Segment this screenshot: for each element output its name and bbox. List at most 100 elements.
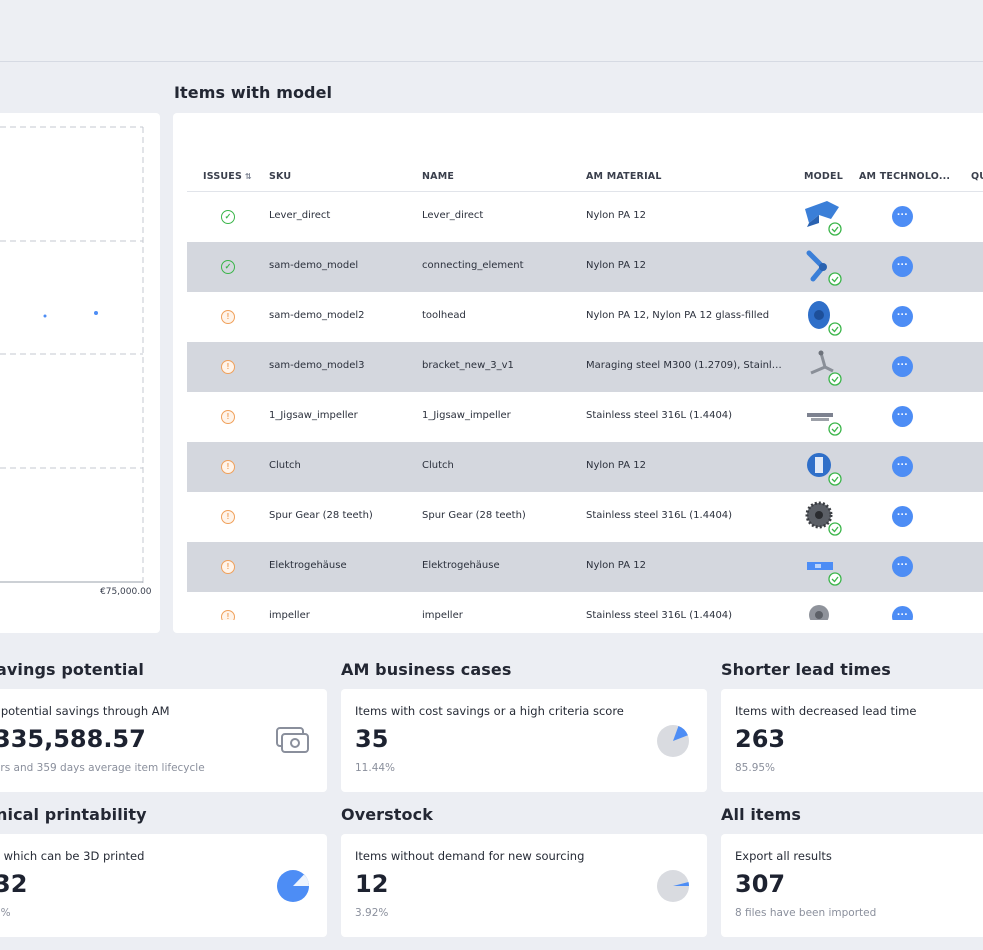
technology-more-button[interactable]: ···: [892, 606, 913, 620]
table-row[interactable]: ! sam-demo_model3 bracket_new_3_v1 Marag…: [187, 342, 983, 392]
model-thumbnail[interactable]: [801, 597, 843, 620]
printability-sub: 6%: [0, 907, 11, 919]
warning-status-icon: !: [221, 310, 235, 324]
model-thumbnail[interactable]: [801, 197, 843, 237]
table-row[interactable]: ! 1_Jigsaw_impeller 1_Jigsaw_impeller St…: [187, 392, 983, 442]
overstock-value: 12: [355, 870, 389, 898]
technology-more-button[interactable]: ···: [892, 506, 913, 527]
sort-icon[interactable]: ⇅: [245, 172, 252, 181]
lead-times-card[interactable]: Items with decreased lead time 263 85.95…: [721, 689, 983, 792]
all-items-card[interactable]: Export all results 307 8 files have been…: [721, 834, 983, 937]
material-cell: Nylon PA 12: [586, 460, 646, 471]
lead-times-sub: 85.95%: [735, 762, 776, 774]
all-items-sub: 8 files have been imported: [735, 907, 877, 919]
name-cell: toolhead: [422, 310, 466, 321]
sku-cell: impeller: [269, 610, 310, 620]
business-cases-value: 35: [355, 725, 389, 753]
technology-more-button[interactable]: ···: [892, 256, 913, 277]
sku-cell: sam-demo_model: [269, 260, 359, 271]
warning-status-icon: !: [221, 610, 235, 620]
ok-status-icon: ✓: [221, 210, 235, 224]
sku-cell: 1_Jigsaw_impeller: [269, 410, 358, 421]
pie-chart-icon: [657, 870, 689, 902]
business-cases-card[interactable]: Items with cost savings or a high criter…: [341, 689, 707, 792]
savings-sub: ars and 359 days average item lifecycle: [0, 762, 205, 774]
material-cell: Nylon PA 12: [586, 210, 646, 221]
name-cell: bracket_new_3_v1: [422, 360, 514, 371]
warning-status-icon: !: [221, 560, 235, 574]
data-point: [43, 314, 47, 318]
overstock-card[interactable]: Items without demand for new sourcing 12…: [341, 834, 707, 937]
all-items-value: 307: [735, 870, 786, 898]
sku-cell: Clutch: [269, 460, 301, 471]
material-cell: Nylon PA 12, Nylon PA 12 glass-filled: [586, 310, 770, 321]
table-row[interactable]: ! Elektrogehäuse Elektrogehäuse Nylon PA…: [187, 542, 983, 592]
model-thumbnail[interactable]: [801, 247, 843, 287]
table-header: ISSUES ⇅ SKU NAME AM MATERIAL MODEL AM TE…: [187, 165, 983, 192]
name-cell: Elektrogehäuse: [422, 560, 500, 571]
column-header-sku[interactable]: SKU: [269, 171, 292, 182]
model-thumbnail[interactable]: [801, 397, 843, 437]
name-cell: Clutch: [422, 460, 454, 471]
all-items-label: Export all results: [735, 849, 832, 863]
overstock-title: Overstock: [341, 805, 433, 824]
x-tick-label: €75,000.00: [100, 587, 152, 597]
shorter-lead-times-title: Shorter lead times: [721, 660, 891, 679]
material-cell: Maraging steel M300 (1.2709), Stainless.…: [586, 360, 786, 371]
printability-value: 32: [0, 870, 28, 898]
warning-status-icon: !: [221, 460, 235, 474]
column-header-name[interactable]: NAME: [422, 171, 455, 182]
model-thumbnail[interactable]: [801, 347, 843, 387]
table-body: ✓ Lever_direct Lever_direct Nylon PA 12 …: [187, 192, 983, 620]
name-cell: Lever_direct: [422, 210, 484, 221]
table-row[interactable]: ! Spur Gear (28 teeth) Spur Gear (28 tee…: [187, 492, 983, 542]
technology-more-button[interactable]: ···: [892, 406, 913, 427]
name-cell: 1_Jigsaw_impeller: [422, 410, 511, 421]
material-cell: Nylon PA 12: [586, 260, 646, 271]
technology-more-button[interactable]: ···: [892, 356, 913, 377]
printability-label: s which can be 3D printed: [0, 849, 145, 863]
pie-chart-icon: [657, 725, 689, 757]
business-cases-label: Items with cost savings or a high criter…: [355, 704, 624, 718]
name-cell: connecting_element: [422, 260, 524, 271]
material-cell: Stainless steel 316L (1.4404): [586, 410, 733, 421]
lead-times-value: 263: [735, 725, 786, 753]
material-cell: Stainless steel 316L (1.4404): [586, 510, 733, 521]
table-row[interactable]: ✓ sam-demo_model connecting_element Nylo…: [187, 242, 983, 292]
model-thumbnail[interactable]: [801, 547, 843, 587]
column-header-am-material[interactable]: AM MATERIAL: [586, 171, 662, 182]
material-cell: Stainless steel 316L (1.4404): [586, 610, 733, 620]
table-row[interactable]: ! impeller impeller Stainless steel 316L…: [187, 592, 983, 620]
model-thumbnail[interactable]: [801, 447, 843, 487]
table-row[interactable]: ✓ Lever_direct Lever_direct Nylon PA 12 …: [187, 192, 983, 242]
overstock-label: Items without demand for new sourcing: [355, 849, 585, 863]
sku-cell: sam-demo_model3: [269, 360, 365, 371]
column-header-am-technology[interactable]: AM TECHNOLO...: [859, 171, 951, 182]
items-with-model-title: Items with model: [174, 83, 333, 102]
all-items-title: All items: [721, 805, 802, 824]
technology-more-button[interactable]: ···: [892, 456, 913, 477]
lead-times-label: Items with decreased lead time: [735, 704, 917, 718]
model-thumbnail[interactable]: [801, 297, 843, 337]
column-header-model[interactable]: MODEL: [804, 171, 843, 182]
printability-card[interactable]: s which can be 3D printed 32 6%: [0, 834, 327, 937]
sku-cell: sam-demo_model2: [269, 310, 365, 321]
am-business-cases-title: AM business cases: [341, 660, 512, 679]
sku-cell: Elektrogehäuse: [269, 560, 347, 571]
savings-card[interactable]: l potential savings through AM 335,588.5…: [0, 689, 327, 792]
warning-status-icon: !: [221, 360, 235, 374]
overstock-sub: 3.92%: [355, 907, 389, 919]
technology-more-button[interactable]: ···: [892, 556, 913, 577]
sku-cell: Lever_direct: [269, 210, 331, 221]
model-thumbnail[interactable]: [801, 497, 843, 537]
table-row[interactable]: ! Clutch Clutch Nylon PA 12 ···: [187, 442, 983, 492]
scatter-chart: [0, 126, 144, 588]
money-icon: [276, 727, 309, 753]
name-cell: Spur Gear (28 teeth): [422, 510, 526, 521]
sku-cell: Spur Gear (28 teeth): [269, 510, 373, 521]
technology-more-button[interactable]: ···: [892, 206, 913, 227]
column-header-quantity[interactable]: QU: [971, 171, 983, 182]
technology-more-button[interactable]: ···: [892, 306, 913, 327]
column-header-issues[interactable]: ISSUES ⇅: [203, 171, 252, 182]
table-row[interactable]: ! sam-demo_model2 toolhead Nylon PA 12, …: [187, 292, 983, 342]
